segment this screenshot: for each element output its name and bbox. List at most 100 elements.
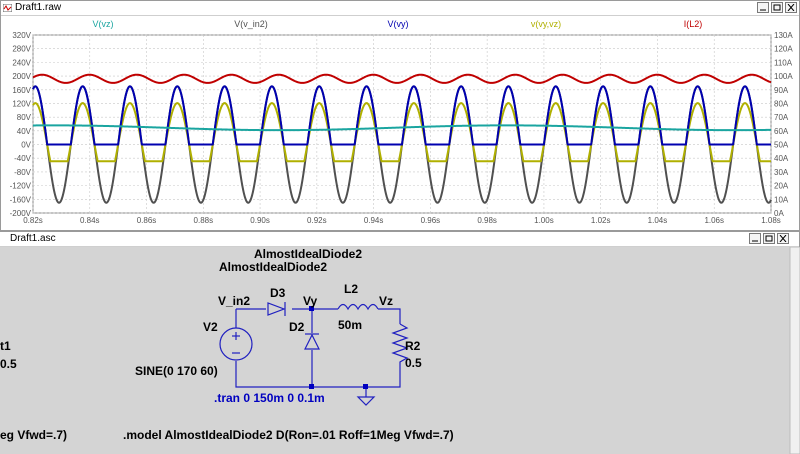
left-tick-label: 120V bbox=[12, 99, 31, 108]
x-tick-label: 0.84s bbox=[80, 216, 100, 225]
diode-d2-symbol[interactable] bbox=[304, 333, 320, 350]
right-tick-label: 50A bbox=[774, 141, 789, 150]
sch-close-button[interactable] bbox=[777, 233, 789, 244]
close-icon bbox=[787, 4, 795, 11]
r2-value[interactable]: 0.5 bbox=[405, 356, 422, 370]
right-tick-label: 20A bbox=[774, 182, 789, 191]
x-tick-label: 0.90s bbox=[250, 216, 270, 225]
minimize-button[interactable] bbox=[757, 2, 769, 13]
x-tick-label: 0.92s bbox=[307, 216, 327, 225]
close-button[interactable] bbox=[785, 2, 797, 13]
sch-minimize-button[interactable] bbox=[749, 233, 761, 244]
net-label-vy[interactable]: Vy bbox=[303, 294, 318, 308]
x-tick-label: 0.96s bbox=[421, 216, 441, 225]
minimize-icon bbox=[760, 9, 766, 11]
right-tick-label: 110A bbox=[774, 58, 793, 67]
left-tick-label: 240V bbox=[12, 58, 31, 67]
schematic-titlebar[interactable]: Draft1.asc bbox=[0, 232, 799, 247]
l2-label[interactable]: L2 bbox=[344, 282, 358, 296]
right-tick-label: 30A bbox=[774, 168, 789, 177]
right-tick-label: 100A bbox=[774, 72, 793, 81]
left-tick-label: -80V bbox=[14, 168, 32, 177]
schematic-wires bbox=[235, 308, 401, 397]
schematic-window-title: Draft1.asc bbox=[10, 233, 56, 244]
right-tick-label: 70A bbox=[774, 113, 789, 122]
waveform-app-icon bbox=[3, 4, 12, 12]
left-tick-label: -160V bbox=[10, 195, 32, 204]
right-tick-label: 130A bbox=[774, 31, 793, 40]
right-tick-label: 120A bbox=[774, 45, 793, 54]
right-tick-label: 0A bbox=[774, 209, 784, 218]
ground-symbol bbox=[356, 396, 376, 406]
resistor-r2-symbol[interactable] bbox=[391, 323, 409, 366]
right-tick-label: 10A bbox=[774, 195, 789, 204]
left-tick-label: -200V bbox=[10, 209, 32, 218]
legend-label: V(v_in2) bbox=[234, 19, 268, 29]
junction-dots bbox=[309, 306, 368, 389]
v2-label[interactable]: V2 bbox=[203, 320, 218, 334]
x-tick-label: 1.08s bbox=[761, 216, 781, 225]
left-tick-label: -120V bbox=[10, 182, 32, 191]
left-partial-text-3: eg Vfwd=.7) bbox=[0, 428, 67, 442]
x-tick-label: 0.82s bbox=[23, 216, 43, 225]
left-tick-label: 80V bbox=[17, 113, 32, 122]
left-tick-label: 40V bbox=[17, 127, 32, 136]
schematic-window: Draft1.asc bbox=[0, 231, 800, 454]
x-tick-label: 1.06s bbox=[704, 216, 724, 225]
left-tick-label: 0V bbox=[21, 141, 31, 150]
restore-button[interactable] bbox=[771, 2, 783, 13]
net-label-vz[interactable]: Vz bbox=[379, 294, 393, 308]
voltage-source-v2-symbol[interactable] bbox=[219, 327, 253, 361]
restore-icon bbox=[765, 235, 773, 242]
plot-traces bbox=[32, 73, 772, 204]
d2-label[interactable]: D2 bbox=[289, 320, 305, 334]
minimize-icon bbox=[752, 240, 758, 242]
right-tick-label: 80A bbox=[774, 99, 789, 108]
legend-label: v(vy,vz) bbox=[531, 19, 561, 29]
left-tick-label: 280V bbox=[12, 45, 31, 54]
waveform-window: Draft1.raw V(vz) V(v_in2) V(vy) v(vy,vz) I(L… bbox=[0, 0, 800, 231]
trace-i-l2- bbox=[32, 73, 772, 84]
schematic-scrollbar[interactable] bbox=[789, 247, 800, 454]
x-tick-label: 0.88s bbox=[194, 216, 214, 225]
trace-v-vz- bbox=[32, 124, 772, 132]
x-tick-label: 0.98s bbox=[477, 216, 497, 225]
plot-grid bbox=[32, 34, 772, 214]
sch-restore-button[interactable] bbox=[763, 233, 775, 244]
left-tick-label: -40V bbox=[14, 154, 32, 163]
x-tick-label: 0.86s bbox=[137, 216, 157, 225]
left-partial-text-1: t1 bbox=[0, 339, 11, 353]
waveform-titlebar[interactable]: Draft1.raw bbox=[1, 1, 799, 16]
schematic-canvas[interactable]: AlmostIdealDiode2 AlmostIdealDiode2 V_in… bbox=[0, 247, 800, 454]
tran-directive[interactable]: .tran 0 150m 0 0.1m bbox=[214, 391, 325, 405]
l2-value[interactable]: 50m bbox=[338, 318, 362, 332]
x-tick-label: 1.00s bbox=[534, 216, 554, 225]
legend-label: V(vz) bbox=[93, 19, 114, 29]
net-label-vin2[interactable]: V_in2 bbox=[218, 294, 250, 308]
waveform-window-title: Draft1.raw bbox=[15, 2, 62, 13]
legend-label: I(L2) bbox=[684, 19, 703, 29]
source-value[interactable]: SINE(0 170 60) bbox=[135, 364, 218, 378]
right-tick-label: 90A bbox=[774, 86, 789, 95]
x-tick-label: 1.02s bbox=[591, 216, 611, 225]
left-partial-text-2: 0.5 bbox=[0, 357, 17, 371]
plot-axes: 320V 280V 240V 200V 160V 120V 80V 40V 0V -40V -80V… bbox=[10, 31, 794, 225]
trace-v-vy- bbox=[32, 85, 771, 146]
inductor-l2-symbol[interactable] bbox=[337, 303, 379, 311]
close-icon bbox=[779, 235, 787, 242]
x-tick-label: 0.94s bbox=[364, 216, 384, 225]
waveform-plot[interactable]: V(vz) V(v_in2) V(vy) v(vy,vz) I(L2) 320V 280V… bbox=[1, 16, 799, 231]
r2-label[interactable]: R2 bbox=[405, 339, 421, 353]
d3-label[interactable]: D3 bbox=[270, 286, 286, 300]
legend-label: V(vy) bbox=[388, 19, 409, 29]
plot-legend: V(vz) V(v_in2) V(vy) v(vy,vz) I(L2) bbox=[93, 19, 703, 29]
model-directive[interactable]: .model AlmostIdealDiode2 D(Ron=.01 Roff=… bbox=[123, 428, 454, 442]
diode-d3-symbol[interactable] bbox=[267, 302, 286, 316]
right-tick-label: 40A bbox=[774, 154, 789, 163]
left-tick-label: 200V bbox=[12, 72, 31, 81]
left-tick-label: 320V bbox=[12, 31, 31, 40]
restore-icon bbox=[773, 4, 781, 11]
left-tick-label: 160V bbox=[12, 86, 31, 95]
x-tick-label: 1.04s bbox=[648, 216, 668, 225]
model-ref-d3: AlmostIdealDiode2 bbox=[254, 247, 362, 261]
